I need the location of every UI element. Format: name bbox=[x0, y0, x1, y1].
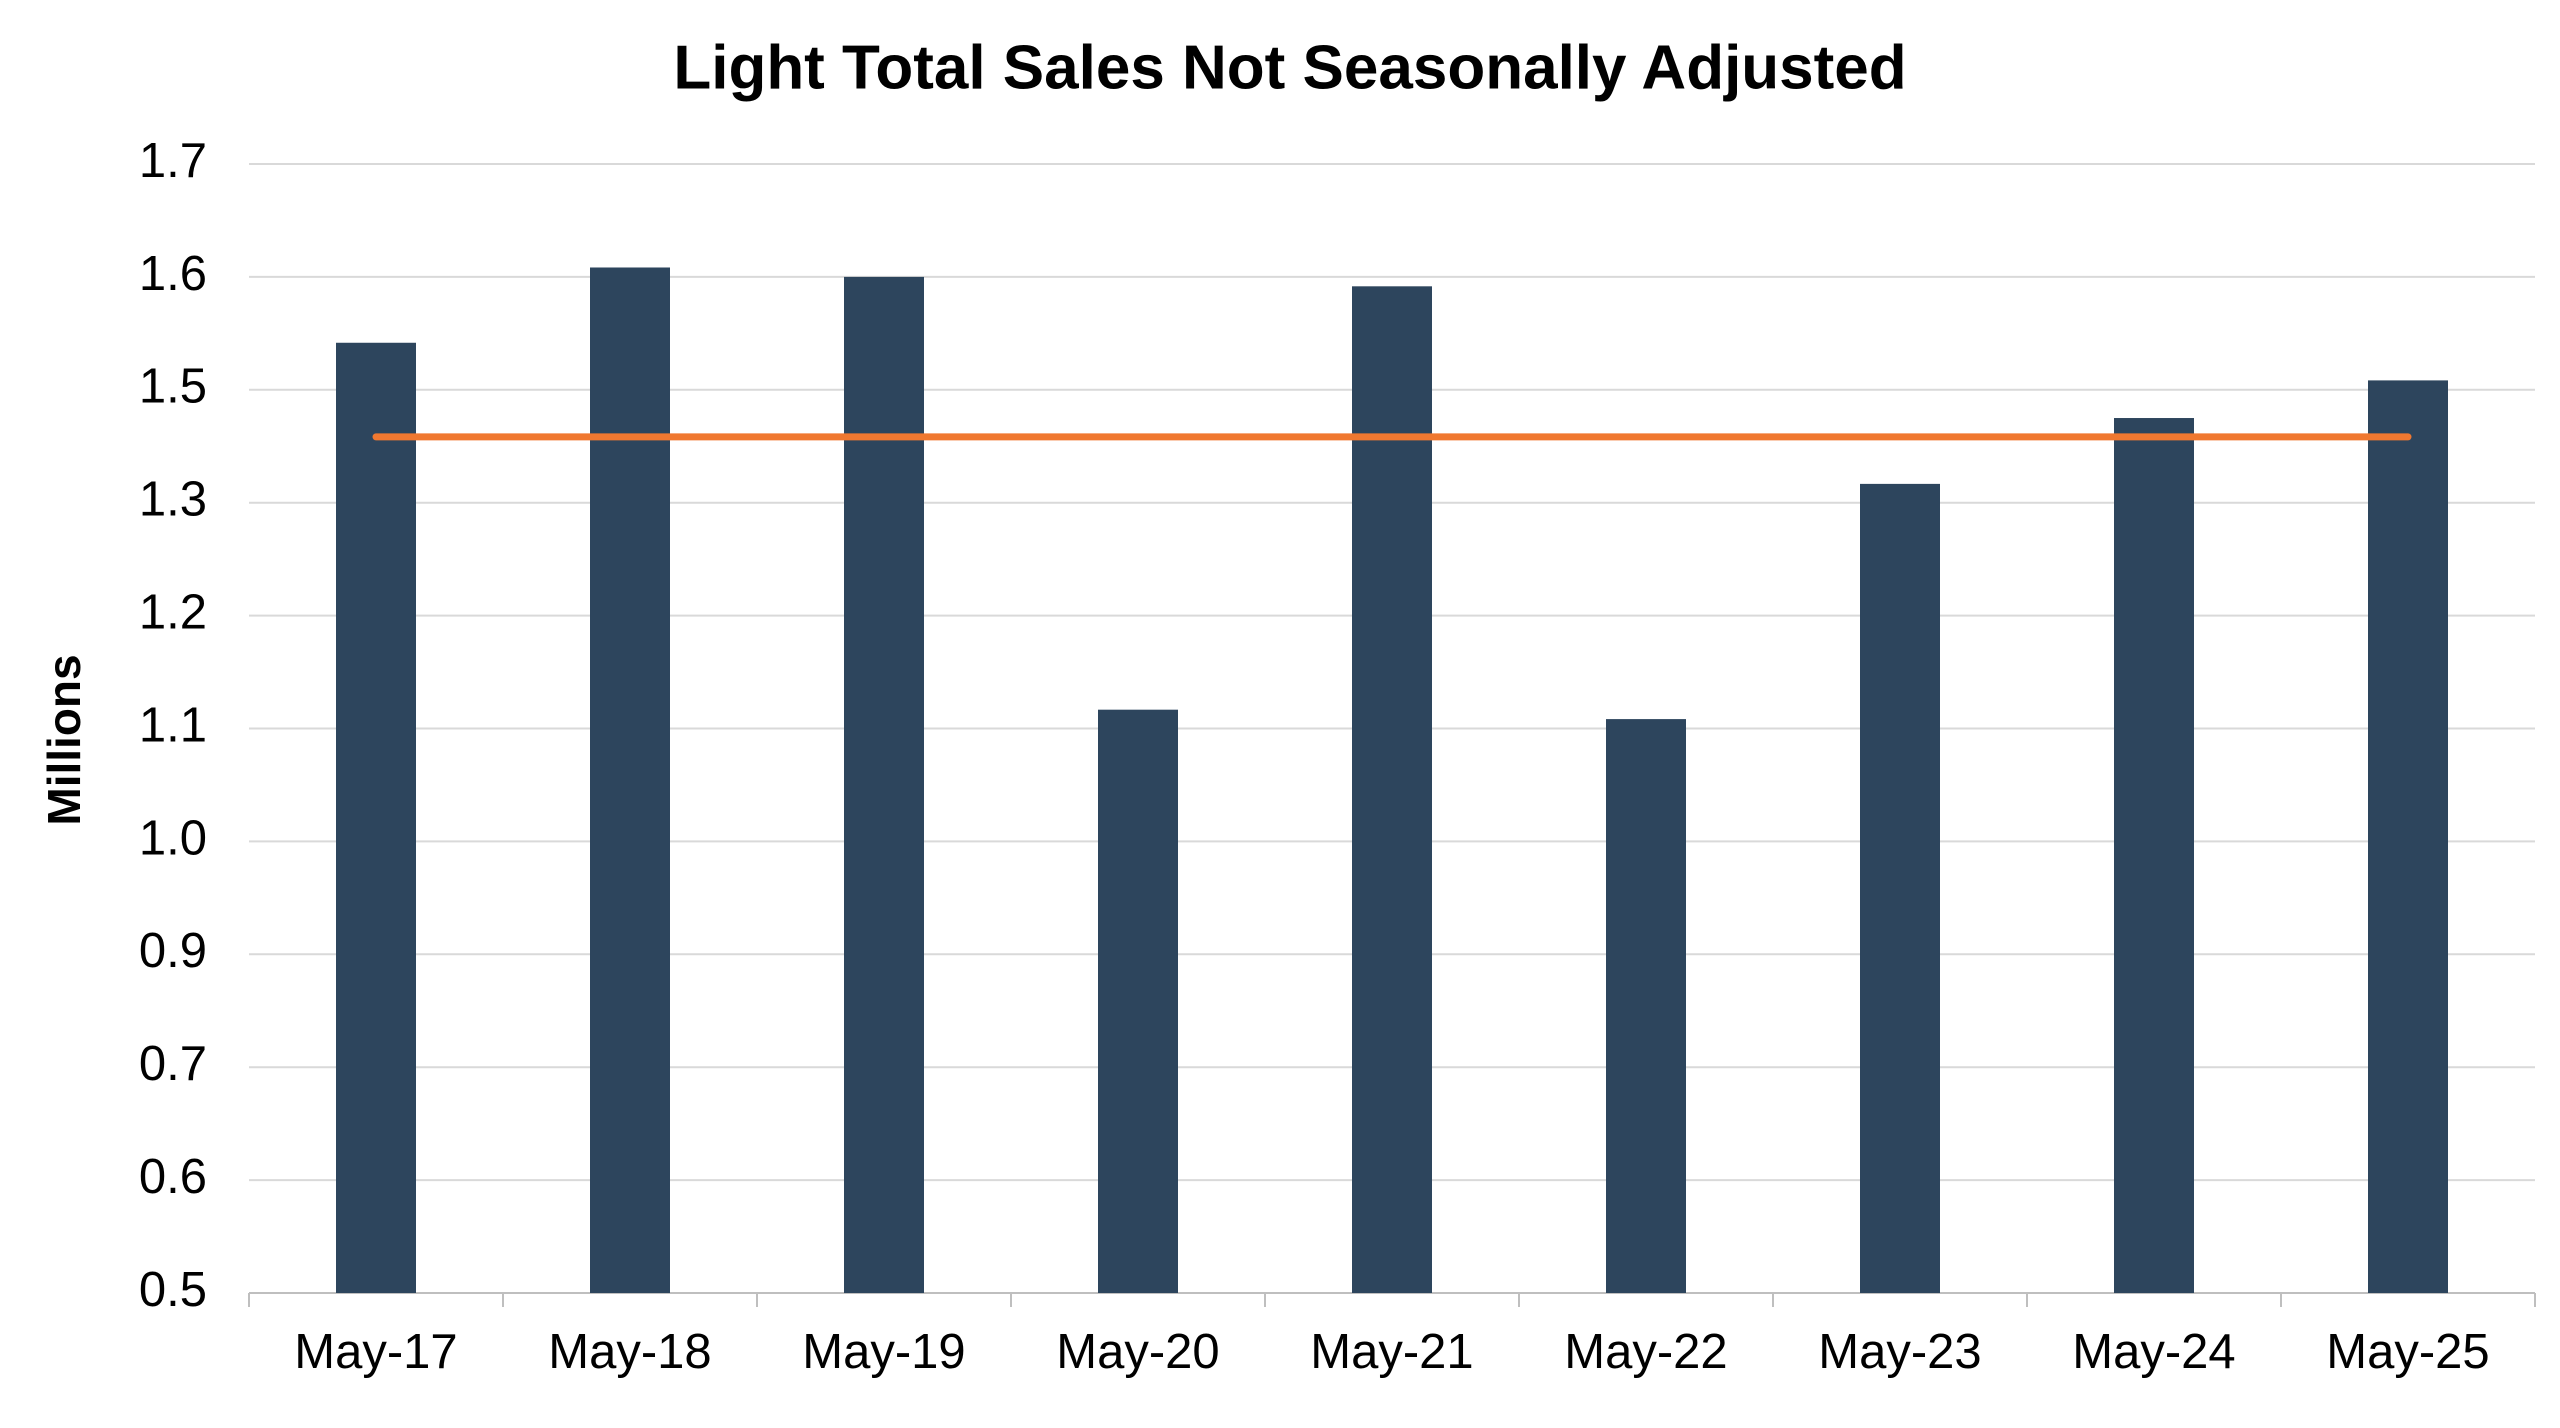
x-tick-label: May-23 bbox=[1818, 1325, 1981, 1379]
bar bbox=[2368, 380, 2448, 1293]
y-axis-title: Millions bbox=[38, 654, 90, 825]
y-tick-label: 1.6 bbox=[139, 247, 207, 301]
bar bbox=[2114, 418, 2194, 1293]
chart-title: Light Total Sales Not Seasonally Adjuste… bbox=[673, 33, 1906, 102]
y-tick-label: 1.2 bbox=[139, 586, 207, 640]
bar bbox=[1860, 483, 1940, 1294]
y-tick-label: 0.9 bbox=[139, 924, 207, 978]
x-tick-label: May-17 bbox=[294, 1325, 457, 1379]
bar bbox=[336, 342, 416, 1294]
x-tick-label: May-18 bbox=[548, 1325, 711, 1379]
y-tick-label: 1.5 bbox=[139, 360, 207, 414]
y-tick-label: 1.3 bbox=[139, 473, 207, 527]
bar bbox=[1098, 709, 1178, 1293]
bar bbox=[1606, 719, 1686, 1293]
x-tick-label: May-20 bbox=[1056, 1325, 1219, 1379]
x-tick-label: May-24 bbox=[2072, 1325, 2235, 1379]
y-tick-label: 1.7 bbox=[139, 134, 207, 188]
bar bbox=[844, 276, 924, 1293]
bar bbox=[590, 267, 670, 1293]
y-tick-label: 0.5 bbox=[139, 1263, 207, 1317]
x-tick-label: May-22 bbox=[1564, 1325, 1727, 1379]
x-tick-label: May-21 bbox=[1310, 1325, 1473, 1379]
x-tick-label: May-19 bbox=[802, 1325, 965, 1379]
y-tick-label: 0.6 bbox=[139, 1150, 207, 1204]
x-tick-label: May-25 bbox=[2326, 1325, 2489, 1379]
y-tick-label: 1.0 bbox=[139, 811, 207, 865]
y-tick-label: 1.1 bbox=[139, 698, 207, 752]
bar bbox=[1352, 286, 1432, 1293]
y-tick-label: 0.7 bbox=[139, 1037, 207, 1091]
